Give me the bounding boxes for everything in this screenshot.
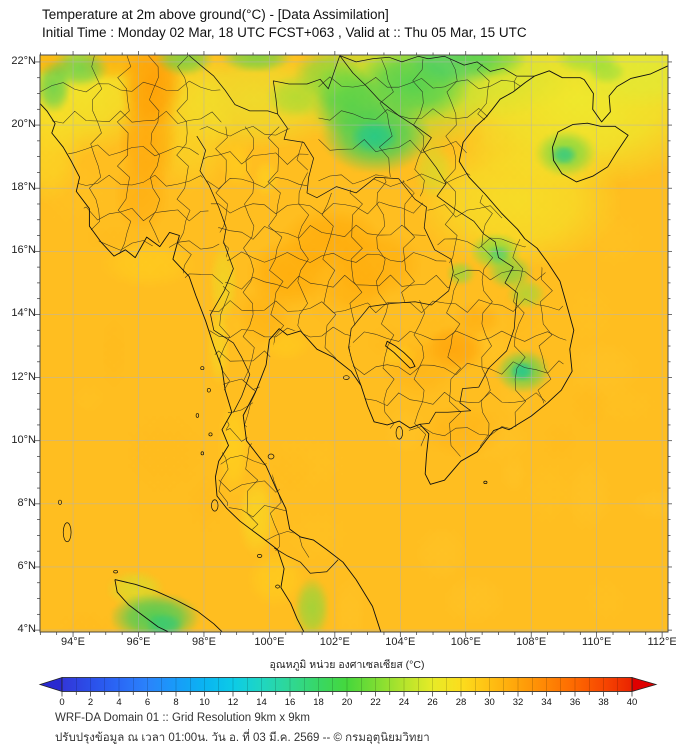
colorbar-tick-label: 12 bbox=[228, 697, 239, 708]
colorbar-tick-label: 20 bbox=[342, 697, 353, 708]
page-subtitle: Initial Time : Monday 02 Mar, 18 UTC FCS… bbox=[42, 25, 527, 40]
colorbar-tick-label: 4 bbox=[116, 697, 121, 708]
colorbar-tick-label: 26 bbox=[427, 697, 438, 708]
lat-tick-label: 8°N bbox=[17, 496, 36, 509]
temperature-field-canvas bbox=[40, 55, 668, 632]
lon-tick-label: 96°E bbox=[126, 636, 151, 648]
lon-tick-label: 94°E bbox=[61, 636, 86, 648]
lat-tick-label: 22°N bbox=[11, 54, 36, 67]
colorbar-tick-label: 2 bbox=[88, 697, 93, 708]
colorbar-tick-label: 34 bbox=[541, 697, 552, 708]
colorbar-tick-label: 40 bbox=[627, 697, 638, 708]
lat-tick-label: 20°N bbox=[11, 118, 36, 131]
lon-tick-label: 106°E bbox=[450, 636, 481, 648]
colorbar-left-arrow bbox=[38, 676, 63, 693]
lat-tick-label: 18°N bbox=[11, 181, 36, 194]
lon-tick-label: 112°E bbox=[647, 636, 676, 648]
lat-tick-label: 10°N bbox=[11, 433, 36, 446]
colorbar-gradient bbox=[61, 677, 633, 692]
colorbar-tick-label: 28 bbox=[456, 697, 467, 708]
lat-tick-label: 14°N bbox=[11, 307, 36, 320]
colorbar-tick-label: 16 bbox=[285, 697, 296, 708]
lat-tick-label: 6°N bbox=[17, 559, 36, 572]
lat-tick-label: 4°N bbox=[17, 623, 36, 636]
lon-tick-label: 108°E bbox=[516, 636, 547, 648]
colorbar-tick-label: 24 bbox=[399, 697, 410, 708]
lon-tick-label: 98°E bbox=[191, 636, 216, 648]
colorbar-tick-label: 36 bbox=[570, 697, 581, 708]
colorbar-right-arrow bbox=[631, 676, 658, 693]
lon-tick-label: 104°E bbox=[385, 636, 416, 648]
colorbar-tick-label: 0 bbox=[59, 697, 64, 708]
colorbar-tick-label: 18 bbox=[313, 697, 324, 708]
colorbar-tick-label: 10 bbox=[199, 697, 210, 708]
page-title: Temperature at 2m above ground(°C) - [Da… bbox=[42, 7, 389, 22]
colorbar-label: อุณหภูมิ หน่วย องศาเซลเซียส (°C) bbox=[270, 658, 425, 671]
lon-tick-label: 100°E bbox=[254, 636, 285, 648]
lat-tick-label: 12°N bbox=[11, 370, 36, 383]
lat-tick-label: 16°N bbox=[11, 244, 36, 257]
footer-update-info: ปรับปรุงข้อมูล ณ เวลา 01:00น. วัน อ. ที่… bbox=[55, 732, 430, 744]
colorbar-tick-label: 6 bbox=[145, 697, 150, 708]
colorbar-tick-label: 14 bbox=[256, 697, 267, 708]
colorbar-tick-label: 8 bbox=[173, 697, 178, 708]
lon-tick-label: 110°E bbox=[582, 636, 612, 648]
footer-domain-info: WRF-DA Domain 01 :: Grid Resolution 9km … bbox=[55, 712, 310, 724]
colorbar-tick-label: 38 bbox=[598, 697, 609, 708]
colorbar-tick-label: 22 bbox=[370, 697, 381, 708]
colorbar-tick-label: 32 bbox=[513, 697, 524, 708]
colorbar-tick-label: 30 bbox=[484, 697, 495, 708]
colorbar: 0 2 4 6 8 10 12 14 16 18 20 22 24 26 28 30 32 34 36 38 40อุณ… bbox=[38, 658, 658, 708]
lon-tick-label: 102°E bbox=[319, 636, 350, 648]
